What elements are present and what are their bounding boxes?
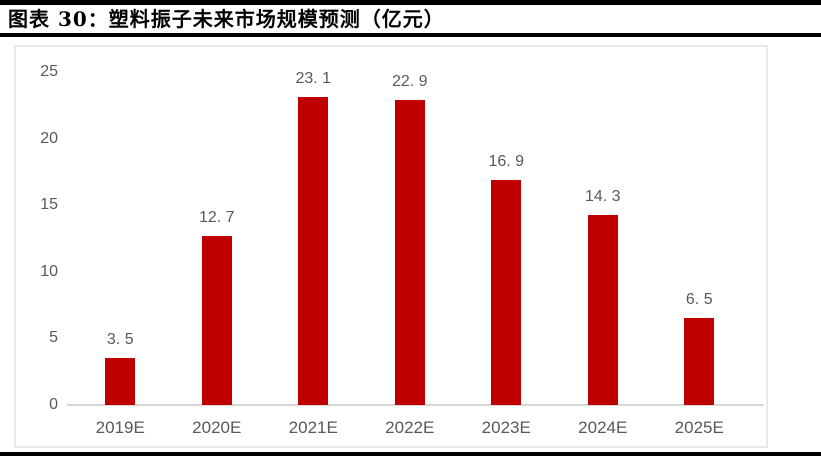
x-tick-label: 2020E xyxy=(192,418,242,437)
bar-value-label: 3. 5 xyxy=(106,331,134,349)
y-tick-label: 20 xyxy=(40,129,58,147)
bar-chart: 0 5 10 15 20 25 3. 5 12. 7 23. 1 22. 9 16. 9 14. 3… xyxy=(14,45,768,448)
x-tick-label: 2025E xyxy=(674,418,724,437)
bar-value-label: 14. 3 xyxy=(584,187,621,205)
bar-2024E xyxy=(587,214,618,405)
top-rule xyxy=(0,0,821,5)
x-tick-label: 2024E xyxy=(578,418,628,437)
bar-2025E xyxy=(684,318,715,405)
y-tick-label: 10 xyxy=(40,262,58,280)
bar-value-label: 22. 9 xyxy=(391,72,428,90)
y-tick-label: 15 xyxy=(40,196,58,214)
y-tick-label: 5 xyxy=(49,329,58,347)
x-tick-label: 2021E xyxy=(288,418,338,437)
x-tick-label: 2019E xyxy=(95,418,145,437)
y-tick-label: 0 xyxy=(49,396,58,413)
bar-2023E xyxy=(491,179,522,405)
bar-value-label: 12. 7 xyxy=(198,208,235,226)
bar-2022E xyxy=(394,99,425,405)
bottom-rule xyxy=(0,452,821,456)
bar-2021E xyxy=(298,97,329,405)
bar-value-label: 23. 1 xyxy=(295,70,332,88)
bar-value-label: 16. 9 xyxy=(488,152,525,170)
figure-title: 图表 30：塑料振子未来市场规模预测（亿元） xyxy=(8,7,445,31)
x-tick-label: 2022E xyxy=(385,418,435,437)
bar-2020E xyxy=(201,235,232,405)
bar-value-label: 6. 5 xyxy=(685,291,713,309)
x-axis-line xyxy=(67,404,764,406)
bar-2019E xyxy=(105,358,136,405)
y-tick-label: 25 xyxy=(40,63,58,80)
title-underline-rule xyxy=(0,33,821,37)
x-tick-label: 2023E xyxy=(481,418,531,437)
